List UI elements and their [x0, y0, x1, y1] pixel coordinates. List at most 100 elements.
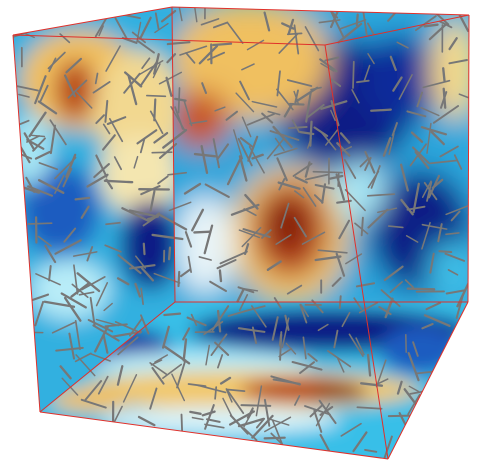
- vector-glyph: [423, 314, 451, 327]
- vector-glyph: [166, 53, 177, 64]
- vector-glyph: [421, 223, 448, 230]
- vector-glyph: [193, 152, 217, 158]
- vector-glyph: [117, 254, 142, 275]
- vector-glyph: [123, 71, 143, 88]
- vector-glyph: [325, 129, 339, 146]
- vector-glyph: [313, 194, 324, 204]
- vector-glyph: [158, 71, 183, 85]
- vector-glyph: [287, 125, 308, 130]
- vector-glyph: [212, 21, 229, 29]
- vector-glyph: [149, 190, 156, 212]
- vector-glyph: [236, 288, 245, 303]
- vector-glyph: [203, 224, 214, 255]
- vector-glyph: [35, 273, 61, 286]
- vector-glyph: [54, 156, 77, 180]
- vector-glyph: [152, 63, 161, 79]
- vector-glyph: [300, 303, 309, 318]
- vector-glyph: [363, 64, 371, 82]
- vector-glyph: [140, 287, 144, 306]
- vector-glyph: [232, 129, 244, 160]
- vector-glyph: [187, 255, 192, 273]
- vector-glyph: [423, 181, 438, 201]
- vector-glyph: [92, 324, 120, 342]
- vector-glyph: [429, 252, 435, 274]
- vector-glyph: [80, 205, 90, 219]
- vector-glyph: [136, 39, 155, 54]
- vector-glyph: [280, 202, 290, 229]
- vector-glyph: [455, 294, 464, 320]
- vector-glyph: [442, 67, 446, 82]
- vector-glyph: [294, 89, 299, 104]
- vector-glyph: [355, 13, 359, 27]
- vector-glyph: [327, 350, 352, 368]
- vector-glyph: [176, 359, 187, 389]
- vector-glyph: [293, 216, 308, 238]
- vector-glyph: [102, 334, 109, 354]
- vector-glyph: [187, 383, 207, 388]
- vector-glyph: [421, 322, 434, 330]
- vector-glyph: [246, 113, 275, 126]
- vector-glyph: [299, 361, 316, 375]
- vector-glyph: [336, 357, 345, 373]
- vector-glyph: [330, 78, 342, 88]
- vector-glyph: [273, 147, 298, 157]
- vector-glyph: [286, 79, 313, 87]
- vector-glyph: [182, 338, 188, 362]
- vector-glyph: [89, 296, 96, 327]
- vector-glyph: [183, 99, 193, 127]
- vector-glyph: [71, 283, 89, 299]
- vector-glyph: [294, 176, 308, 184]
- vector-glyph: [179, 45, 208, 56]
- vector-glyph: [331, 276, 342, 287]
- vector-glyph: [448, 59, 468, 65]
- vector-glyph: [251, 153, 264, 160]
- vector-glyph: [317, 249, 348, 254]
- vector-glyph: [307, 352, 318, 362]
- vector-glyph: [189, 120, 208, 125]
- vector-glyph: [278, 178, 286, 191]
- vector-glyph: [104, 99, 109, 123]
- vector-glyph: [343, 158, 357, 179]
- vector-glyph: [59, 33, 71, 44]
- vector-glyph: [157, 175, 169, 185]
- vector-glyph: [246, 407, 254, 419]
- vector-glyph: [410, 131, 424, 143]
- vector-glyph: [339, 132, 351, 144]
- vector-glyph: [210, 333, 228, 357]
- vector-glyph: [227, 308, 254, 317]
- vector-glyph: [261, 112, 274, 124]
- vector-glyph: [404, 279, 414, 289]
- vector-glyph: [421, 180, 432, 198]
- vector-glyph: [319, 405, 334, 416]
- vector-glyph: [28, 111, 47, 138]
- vector-glyph: [116, 277, 130, 286]
- vector-glyph: [292, 162, 313, 177]
- vector-glyph: [209, 280, 228, 293]
- vector-glyph: [174, 97, 187, 102]
- vector-glyph: [387, 414, 419, 418]
- vector-glyph: [235, 92, 255, 113]
- vector-glyph: [151, 366, 165, 385]
- vector-glyph: [49, 119, 67, 146]
- vector-glyph: [367, 22, 375, 36]
- vector-glyph: [438, 250, 453, 254]
- vector-glyph: [39, 84, 49, 103]
- vector-glyph: [329, 7, 344, 29]
- vector-glyph: [160, 9, 177, 23]
- vector-glyph: [267, 418, 290, 426]
- vector-glyph: [340, 422, 362, 437]
- vector-glyph: [291, 360, 323, 371]
- vector-glyph: [182, 327, 191, 341]
- vector-glyph: [183, 182, 202, 195]
- vector-glyph: [335, 252, 346, 277]
- vector-glyph: [177, 270, 181, 288]
- vector-glyph: [244, 193, 259, 210]
- vector-glyph: [75, 91, 93, 109]
- vector-glyph: [37, 100, 58, 115]
- vector-glyph: [185, 52, 196, 64]
- vector-glyph: [330, 109, 336, 122]
- vector-glyph: [133, 155, 139, 169]
- edge-front-right: [324, 44, 389, 460]
- vector-glyph: [314, 183, 335, 190]
- vector-glyph: [352, 431, 368, 453]
